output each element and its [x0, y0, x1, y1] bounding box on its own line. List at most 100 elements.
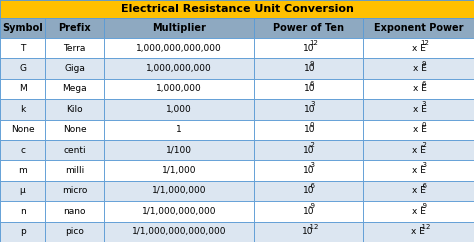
Text: 0: 0	[422, 122, 426, 128]
Text: 1,000,000: 1,000,000	[156, 84, 202, 93]
Bar	[363, 222, 474, 242]
Bar	[0, 181, 45, 201]
Bar	[254, 58, 363, 79]
Text: 9: 9	[422, 60, 426, 67]
Text: nano: nano	[64, 207, 86, 216]
Text: -12: -12	[420, 224, 431, 230]
Bar	[45, 140, 104, 160]
Bar	[45, 58, 104, 79]
Text: 10: 10	[303, 187, 315, 196]
Bar	[104, 222, 254, 242]
Text: -2: -2	[309, 142, 316, 148]
Text: 10: 10	[303, 166, 315, 175]
Text: T: T	[20, 44, 25, 53]
Text: Terra: Terra	[64, 44, 86, 53]
Text: 10: 10	[303, 207, 315, 216]
Text: -2: -2	[421, 142, 428, 148]
Bar	[104, 38, 254, 58]
Bar	[254, 160, 363, 181]
Bar	[104, 79, 254, 99]
Text: 10: 10	[302, 227, 314, 236]
Text: Prefix: Prefix	[58, 23, 91, 33]
Text: x E: x E	[413, 125, 427, 134]
Bar	[254, 181, 363, 201]
Bar	[104, 181, 254, 201]
Bar	[0, 99, 45, 120]
Bar	[0, 0, 474, 18]
Bar	[45, 201, 104, 222]
Text: None: None	[11, 125, 34, 134]
Text: centi: centi	[64, 146, 86, 155]
Text: 10: 10	[304, 125, 316, 134]
Bar	[254, 201, 363, 222]
Text: x E: x E	[412, 187, 426, 196]
Bar	[0, 222, 45, 242]
Bar	[45, 120, 104, 140]
Text: 6: 6	[310, 81, 314, 87]
Text: Multiplier: Multiplier	[152, 23, 206, 33]
Text: 10: 10	[304, 84, 316, 93]
Text: Power of Ten: Power of Ten	[273, 23, 344, 33]
Text: 1/100: 1/100	[166, 146, 192, 155]
Bar	[254, 18, 363, 38]
Text: μ: μ	[19, 187, 26, 196]
Text: 10: 10	[304, 105, 316, 114]
Bar	[45, 181, 104, 201]
Text: Electrical Resistance Unit Conversion: Electrical Resistance Unit Conversion	[120, 4, 354, 14]
Text: 1/1,000,000,000: 1/1,000,000,000	[142, 207, 216, 216]
Text: -6: -6	[421, 183, 428, 189]
Text: -9: -9	[309, 203, 316, 209]
Text: G: G	[19, 64, 26, 73]
Text: -6: -6	[309, 183, 316, 189]
Bar	[254, 222, 363, 242]
Text: x E: x E	[413, 64, 427, 73]
Text: x E: x E	[412, 146, 426, 155]
Text: 1,000,000,000: 1,000,000,000	[146, 64, 212, 73]
Text: 6: 6	[422, 81, 426, 87]
Bar	[45, 99, 104, 120]
Text: 3: 3	[422, 101, 426, 107]
Text: x E: x E	[412, 44, 426, 53]
Bar	[0, 140, 45, 160]
Bar	[0, 38, 45, 58]
Bar	[104, 120, 254, 140]
Text: Mega: Mega	[63, 84, 87, 93]
Text: x E: x E	[411, 227, 425, 236]
Text: k: k	[20, 105, 25, 114]
Bar	[0, 18, 45, 38]
Text: Symbol: Symbol	[2, 23, 43, 33]
Text: M: M	[18, 84, 27, 93]
Bar	[254, 120, 363, 140]
Bar	[0, 58, 45, 79]
Text: 10: 10	[303, 146, 315, 155]
Bar	[363, 99, 474, 120]
Text: Giga: Giga	[64, 64, 85, 73]
Text: x E: x E	[413, 84, 427, 93]
Text: 9: 9	[310, 60, 314, 67]
Text: None: None	[63, 125, 86, 134]
Text: 0: 0	[310, 122, 314, 128]
Text: m: m	[18, 166, 27, 175]
Bar	[254, 38, 363, 58]
Text: -3: -3	[421, 162, 428, 168]
Text: 1,000,000,000,000: 1,000,000,000,000	[136, 44, 222, 53]
Bar	[363, 18, 474, 38]
Bar	[254, 99, 363, 120]
Bar	[45, 222, 104, 242]
Text: pico: pico	[65, 227, 84, 236]
Text: x E: x E	[412, 166, 426, 175]
Bar	[104, 58, 254, 79]
Text: -9: -9	[421, 203, 428, 209]
Text: 10: 10	[303, 44, 315, 53]
Text: Exponent Power: Exponent Power	[374, 23, 463, 33]
Bar	[0, 79, 45, 99]
Bar	[45, 18, 104, 38]
Bar	[104, 140, 254, 160]
Bar	[363, 160, 474, 181]
Text: n: n	[19, 207, 26, 216]
Bar	[254, 79, 363, 99]
Bar	[363, 120, 474, 140]
Bar	[363, 140, 474, 160]
Bar	[104, 18, 254, 38]
Bar	[363, 181, 474, 201]
